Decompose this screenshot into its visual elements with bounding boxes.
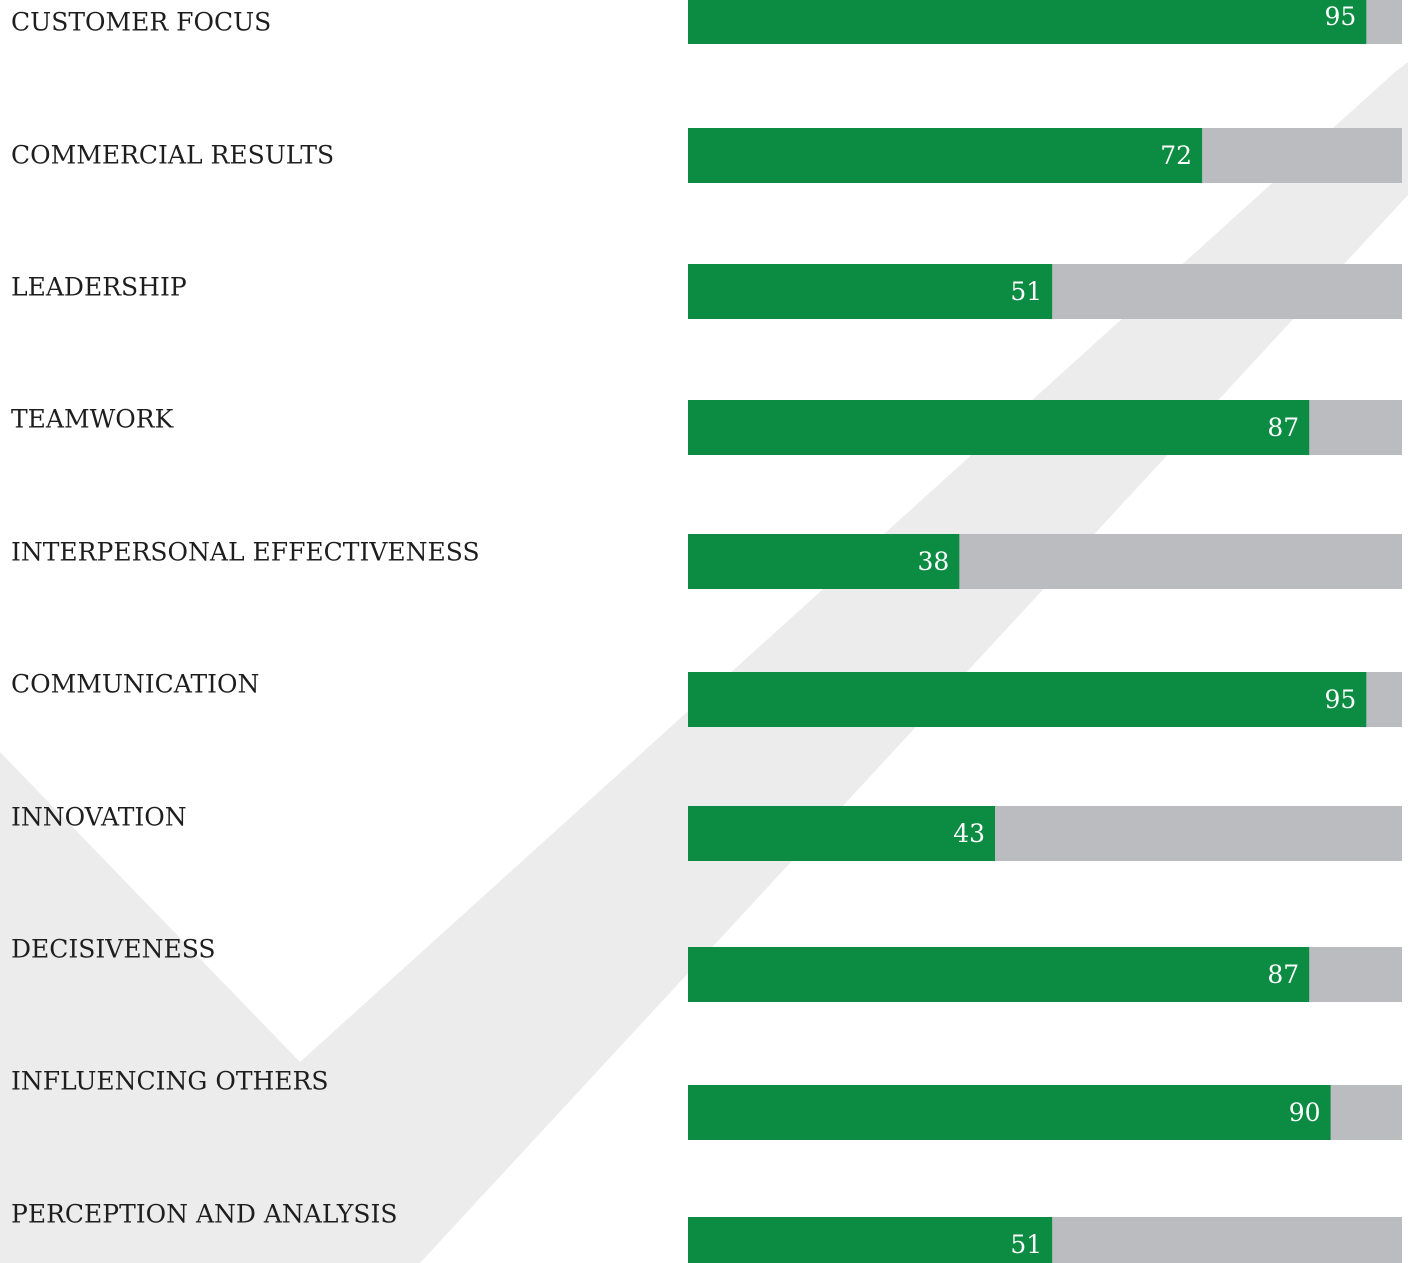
value-label: 51 (1010, 1230, 1042, 1259)
bar (688, 264, 1053, 319)
category-label: INFLUENCING OTHERS (11, 1067, 329, 1096)
value-label: 51 (1010, 277, 1042, 306)
category-label: CUSTOMER FOCUS (11, 8, 271, 37)
category-label: INTERPERSONAL EFFECTIVENESS (11, 538, 480, 567)
value-label: 90 (1289, 1098, 1321, 1127)
bar (688, 534, 960, 589)
category-label: COMMUNICATION (11, 670, 259, 699)
category-label: DECISIVENESS (11, 935, 216, 964)
value-label: 43 (953, 819, 985, 848)
category-label: TEAMWORK (11, 405, 175, 434)
value-label: 87 (1267, 960, 1299, 989)
bar (688, 947, 1310, 1002)
background-check (0, 62, 1408, 1263)
bar (688, 400, 1310, 455)
category-label: COMMERCIAL RESULTS (11, 141, 334, 170)
bar (688, 1085, 1331, 1140)
category-label: INNOVATION (11, 803, 187, 832)
category-label: LEADERSHIP (11, 273, 187, 302)
category-label: PERCEPTION AND ANALYSIS (11, 1200, 398, 1229)
bar (688, 672, 1367, 727)
bar (688, 128, 1203, 183)
value-label: 95 (1324, 685, 1356, 714)
bar (688, 806, 996, 861)
value-label: 95 (1324, 2, 1356, 31)
value-label: 87 (1267, 413, 1299, 442)
value-label: 38 (918, 547, 950, 576)
bar (688, 1217, 1053, 1263)
bar (688, 0, 1367, 44)
value-label: 72 (1160, 141, 1192, 170)
